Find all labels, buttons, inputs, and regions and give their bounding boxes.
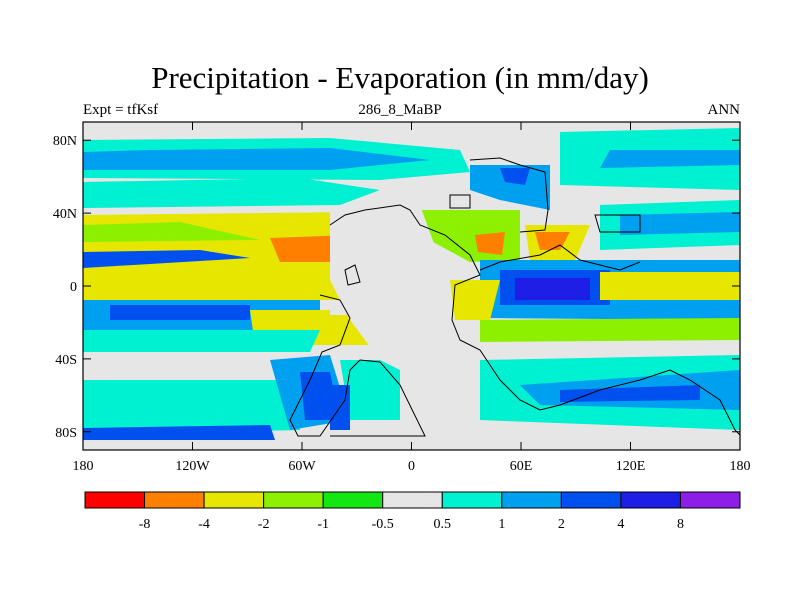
colorbar-swatch (203, 491, 265, 509)
x-tick-label: 180 (73, 459, 94, 474)
colorbar-swatch (620, 491, 681, 509)
colorbar-label: -2 (258, 517, 270, 532)
period-label: 286_8_MaBP (358, 102, 442, 118)
y-tick-label: 80S (55, 426, 77, 441)
coastline-layer (289, 157, 741, 437)
colorbar-label: 1 (498, 517, 505, 532)
x-tick-label: 60E (510, 459, 533, 474)
x-tick-label: 180 (730, 459, 751, 474)
colorbar-swatch (382, 491, 443, 509)
x-tick-label: 60W (288, 459, 316, 474)
colorbar-label: -1 (317, 517, 329, 532)
x-axis-labels: 180 120W 60W 0 60E 120E 180 (73, 459, 751, 474)
colorbar-swatch (441, 491, 503, 509)
y-tick-label: 0 (70, 280, 77, 295)
x-tick-label: 120E (616, 459, 646, 474)
colorbar-label: -8 (139, 517, 151, 532)
colorbar-swatch (560, 491, 622, 509)
colorbar (84, 491, 741, 509)
colorbar-label: 0.5 (434, 517, 452, 532)
field-layer (83, 122, 740, 450)
plot-title: Precipitation - Evaporation (in mm/day) (151, 60, 649, 95)
experiment-label: Expt = tfKsf (83, 102, 159, 118)
colorbar-swatch (501, 491, 562, 509)
y-axis-labels: 80N 40N 0 40S 80S (53, 134, 77, 441)
y-tick-label: 80N (53, 134, 77, 149)
colorbar-label: 8 (677, 517, 684, 532)
colorbar-label: -4 (198, 517, 210, 532)
x-tick-label: 0 (408, 459, 415, 474)
colorbar-swatch (263, 491, 324, 509)
axis-ticks (82, 122, 741, 450)
colorbar-label: 4 (617, 517, 624, 532)
colorbar-labels: -8 -4 -2 -1 -0.5 0.5 1 2 4 8 (139, 517, 684, 532)
x-tick-label: 120W (175, 459, 210, 474)
colorbar-swatch (144, 491, 205, 509)
colorbar-swatch (84, 491, 146, 509)
colorbar-label: -0.5 (372, 517, 394, 532)
colorbar-swatch (679, 491, 741, 509)
y-tick-label: 40N (53, 207, 77, 222)
season-label: ANN (707, 102, 741, 118)
colorbar-swatch (322, 491, 384, 509)
y-tick-label: 40S (55, 353, 77, 368)
colorbar-label: 2 (558, 517, 565, 532)
